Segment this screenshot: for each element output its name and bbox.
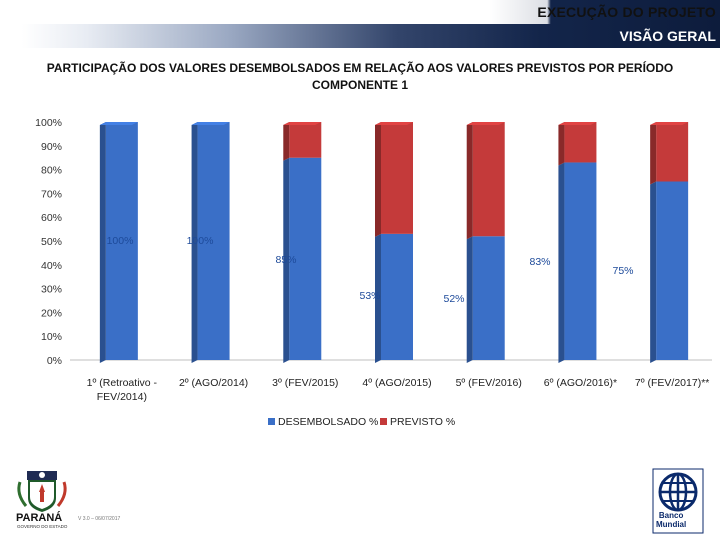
- x-tick-label-line: 2º (AGO/2014): [179, 377, 248, 389]
- y-tick-label: 50%: [41, 236, 62, 248]
- data-label: 100%: [107, 235, 134, 247]
- x-tick-label-line: FEV/2014): [97, 391, 147, 403]
- bar-previsto: [564, 122, 597, 163]
- bar-previsto-side: [558, 122, 565, 166]
- legend-label-previsto: PREVISTO %: [390, 416, 455, 428]
- y-tick-label: 30%: [41, 284, 62, 296]
- bar-desembolsado: [472, 236, 505, 360]
- x-tick-label: 2º (AGO/2014): [179, 377, 248, 389]
- world-bank-logo-icon: [652, 468, 704, 534]
- x-tick-label-line: 4º (AGO/2015): [362, 377, 431, 389]
- x-tick-label-line: 1º (Retroativo -: [87, 377, 158, 389]
- bar-desembolsado: [105, 122, 138, 360]
- bar-top-cap: [283, 122, 322, 125]
- bar-desembolsado: [197, 122, 230, 360]
- bar-top-cap: [99, 122, 138, 125]
- bar-previsto: [289, 122, 322, 158]
- x-tick-label: 1º (Retroativo - FEV/2014): [87, 377, 158, 403]
- y-tick-label: 0%: [47, 355, 62, 367]
- chart-subtitle: COMPONENTE 1: [311, 78, 408, 92]
- bar-top-cap: [466, 122, 505, 125]
- bar-previsto-side: [375, 122, 381, 237]
- legend-swatch-desembolsado: [268, 418, 275, 425]
- bar-desembolsado-side: [375, 233, 381, 363]
- bar-top-cap: [191, 122, 230, 125]
- world-bank-line2: Mundial: [656, 520, 687, 529]
- x-tick-label: 5º (FEV/2016): [456, 377, 522, 389]
- chart-title-block: PARTICIPAÇÃO DOS VALORES DESEMBOLSADOS E…: [0, 60, 720, 94]
- y-tick-label: 10%: [41, 331, 62, 343]
- y-tick-label: 100%: [35, 117, 62, 129]
- bar-desembolsado: [656, 181, 689, 360]
- x-tick-label-line: 6º (AGO/2016)*: [544, 377, 617, 389]
- y-tick-label: 40%: [41, 260, 62, 272]
- bar-previsto: [472, 122, 505, 237]
- x-tick-label: 4º (AGO/2015): [362, 377, 431, 389]
- data-label: 52%: [443, 293, 464, 305]
- bar-previsto: [381, 122, 413, 234]
- bar-previsto-side: [466, 122, 473, 240]
- data-label: 83%: [529, 256, 550, 268]
- bar-desembolsado-side: [466, 236, 473, 363]
- y-tick-label: 60%: [41, 212, 62, 224]
- data-label: 75%: [612, 265, 633, 277]
- chart-title: PARTICIPAÇÃO DOS VALORES DESEMBOLSADOS E…: [46, 61, 674, 75]
- y-tick-label: 80%: [41, 165, 62, 177]
- y-tick-label: 20%: [41, 307, 62, 319]
- bar-desembolsado-side: [650, 181, 657, 363]
- y-tick-label: 70%: [41, 188, 62, 200]
- version-caption: V 3.0 – 06/07/2017: [78, 516, 121, 522]
- bar-desembolsado-side: [191, 122, 198, 363]
- data-label: 100%: [187, 235, 214, 247]
- legend-swatch-previsto: [380, 418, 387, 425]
- bar-previsto-side: [283, 122, 290, 161]
- world-bank-line1: Banco: [658, 511, 684, 520]
- x-tick-label: 3º (FEV/2015): [272, 377, 338, 389]
- bar-top-cap: [375, 122, 413, 125]
- bar-desembolsado-side: [99, 122, 106, 363]
- bar-desembolsado: [289, 157, 322, 360]
- parana-brand-text: PARANÁ: [16, 511, 62, 524]
- x-tick-label-line: 5º (FEV/2016): [456, 377, 522, 389]
- bar-previsto: [656, 122, 689, 182]
- world-bank-name: Banco Mundial: [656, 511, 686, 529]
- x-tick-label-line: 7º (FEV/2017)**: [635, 377, 709, 389]
- bar-top-cap: [558, 122, 597, 125]
- x-tick-label-line: 3º (FEV/2015): [272, 377, 338, 389]
- bar-desembolsado: [381, 233, 413, 360]
- header-fade: [0, 0, 720, 24]
- header-subtitle: VISÃO GERAL: [619, 28, 716, 44]
- data-label: 53%: [359, 290, 380, 302]
- bar-desembolsado-side: [283, 157, 290, 363]
- header-title: EXECUÇÃO DO PROJETO: [537, 4, 716, 20]
- bar-previsto-side: [650, 122, 657, 185]
- parana-sub-text: GOVERNO DO ESTADO: [17, 524, 68, 529]
- parana-coat-of-arms-icon: PARANÁ GOVERNO DO ESTADO: [16, 471, 68, 529]
- bar-desembolsado: [564, 162, 597, 360]
- x-tick-label: 6º (AGO/2016)*: [544, 377, 617, 389]
- y-tick-label: 90%: [41, 141, 62, 153]
- data-label: 85%: [275, 254, 296, 266]
- bar-desembolsado-side: [558, 162, 565, 363]
- x-tick-label: 7º (FEV/2017)**: [635, 377, 709, 389]
- legend-label-desembolsado: DESEMBOLSADO %: [278, 416, 378, 428]
- bar-top-cap: [650, 122, 689, 125]
